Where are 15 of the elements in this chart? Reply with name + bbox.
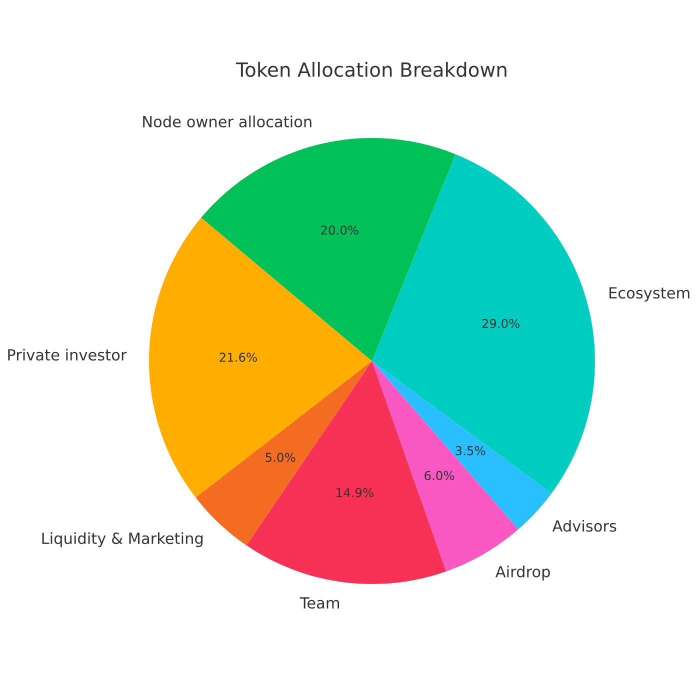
data-label: 5.0% — [266, 452, 296, 462]
slice-label: Airdrop — [495, 566, 550, 580]
data-label: 14.9% — [336, 488, 374, 498]
slice-label: Team — [300, 597, 340, 609]
slice-label: Ecosystem — [610, 287, 690, 302]
slice-label: Advisors — [552, 520, 616, 532]
data-label: 21.6% — [220, 352, 257, 362]
slice-label: Liquidity & Marketing — [42, 532, 203, 548]
slice-label: Private investor — [8, 348, 127, 361]
data-label: 3.5% — [456, 446, 486, 456]
data-label: 29.0% — [482, 318, 520, 328]
data-label: 6.0% — [424, 470, 454, 480]
chart-title: Token Allocation Breakdown — [236, 62, 506, 77]
data-label: 20.0% — [321, 225, 358, 235]
slice-label: Node owner allocation — [143, 116, 312, 128]
